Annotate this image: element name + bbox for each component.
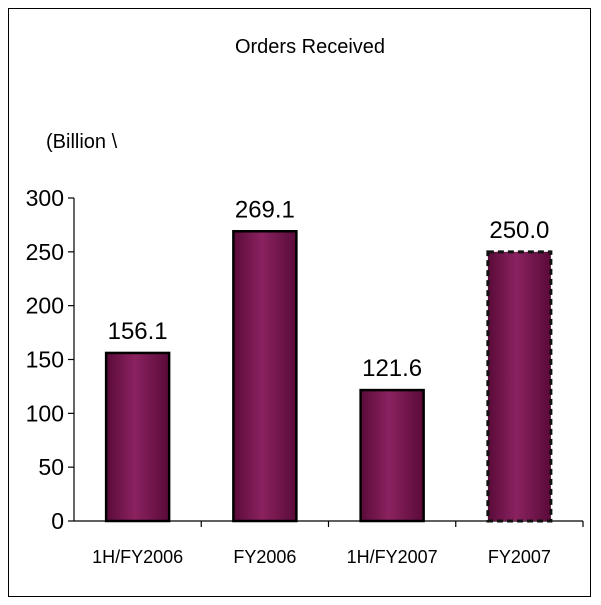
data-label: 156.1	[108, 318, 168, 345]
bar-1h-fy2006	[104, 351, 171, 523]
data-label: 121.6	[362, 355, 422, 382]
y-unit-label: (Billion \	[46, 131, 118, 153]
y-tick-label: 150	[26, 347, 64, 373]
x-tick-label: 1H/FY2007	[347, 547, 438, 567]
bar-fy2007	[486, 250, 553, 523]
x-tick-label: FY2006	[233, 547, 296, 567]
y-tick-label: 250	[26, 239, 64, 265]
x-tick-label: 1H/FY2006	[92, 547, 183, 567]
y-tick-label: 300	[26, 185, 64, 211]
y-tick-label: 50	[38, 454, 64, 480]
data-label: 250.0	[489, 217, 549, 244]
data-label: 269.1	[235, 196, 295, 223]
y-tick-label: 200	[26, 293, 64, 319]
chart-title: Orders Received	[235, 36, 385, 58]
y-tick-label: 0	[51, 508, 64, 534]
y-tick-label: 100	[26, 400, 64, 426]
bar-1h-fy2007	[359, 388, 425, 523]
bar-fy2006	[232, 230, 298, 523]
x-tick-label: FY2007	[488, 547, 551, 567]
